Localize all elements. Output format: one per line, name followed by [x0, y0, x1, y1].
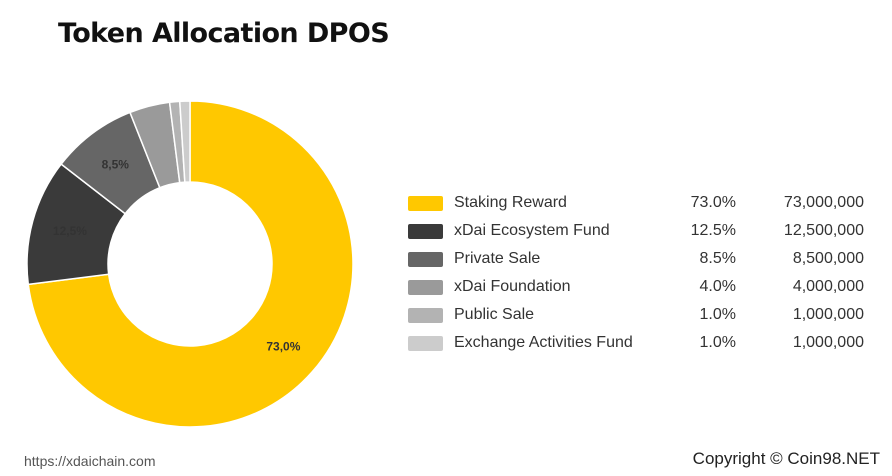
legend-item-xdai-foundation: xDai Foundation 4.0% 4,000,000	[408, 274, 878, 302]
legend-swatch	[408, 308, 443, 323]
legend-amount: 1,000,000	[792, 334, 864, 351]
legend-swatch	[408, 252, 443, 267]
legend-percentage: 1.0%	[699, 334, 736, 351]
legend-amount: 1,000,000	[792, 306, 864, 323]
legend-label: Exchange Activities Fund	[454, 334, 633, 351]
legend-amount: 8,500,000	[792, 250, 864, 267]
legend-percentage: 73.0%	[690, 194, 736, 211]
copyright-text: Copyright © Coin98.NET	[692, 449, 880, 468]
legend-percentage: 8.5%	[699, 250, 736, 267]
donut-chart: 73,0% 12,5% 8,5%	[26, 100, 354, 428]
legend-item-xdai-ecosystem-fund: xDai Ecosystem Fund 12.5% 12,500,000	[408, 218, 878, 246]
legend-percentage: 12.5%	[690, 222, 736, 239]
source-url: https://xdaichain.com	[24, 453, 156, 469]
legend-percentage: 4.0%	[699, 278, 736, 295]
legend-amount: 73,000,000	[783, 194, 864, 211]
legend-label: Public Sale	[454, 306, 535, 323]
pie-slice-staking-reward	[27, 100, 354, 428]
legend-swatch	[408, 280, 443, 295]
legend-item-staking-reward: Staking Reward 73.0% 73,000,000	[408, 190, 878, 218]
pie-slice-exchange-activities-fund	[178, 100, 191, 183]
legend-swatch	[408, 336, 443, 351]
chart-title: Token Allocation DPOS	[58, 18, 390, 49]
data-label-staking-reward: 73,0%	[266, 339, 300, 353]
legend-item-private-sale: Private Sale 8.5% 8,500,000	[408, 246, 878, 274]
legend-swatch	[408, 196, 443, 211]
legend-item-public-sale: Public Sale 1.0% 1,000,000	[408, 302, 878, 330]
legend-label: Private Sale	[454, 250, 541, 267]
data-label-xdai-ecosystem-fund: 12,5%	[53, 224, 87, 238]
legend-item-exchange-activities-fund: Exchange Activities Fund 1.0% 1,000,000	[408, 330, 878, 358]
chart-legend: Staking Reward 73.0% 73,000,000 xDai Ecosys…	[408, 190, 878, 358]
legend-percentage: 1.0%	[699, 306, 736, 323]
legend-label: xDai Foundation	[454, 278, 571, 295]
legend-amount: 4,000,000	[792, 278, 864, 295]
legend-amount: 12,500,000	[783, 222, 864, 239]
legend-swatch	[408, 224, 443, 239]
legend-label: Staking Reward	[454, 194, 567, 211]
data-label-private-sale: 8,5%	[102, 157, 130, 171]
legend-label: xDai Ecosystem Fund	[454, 222, 610, 239]
